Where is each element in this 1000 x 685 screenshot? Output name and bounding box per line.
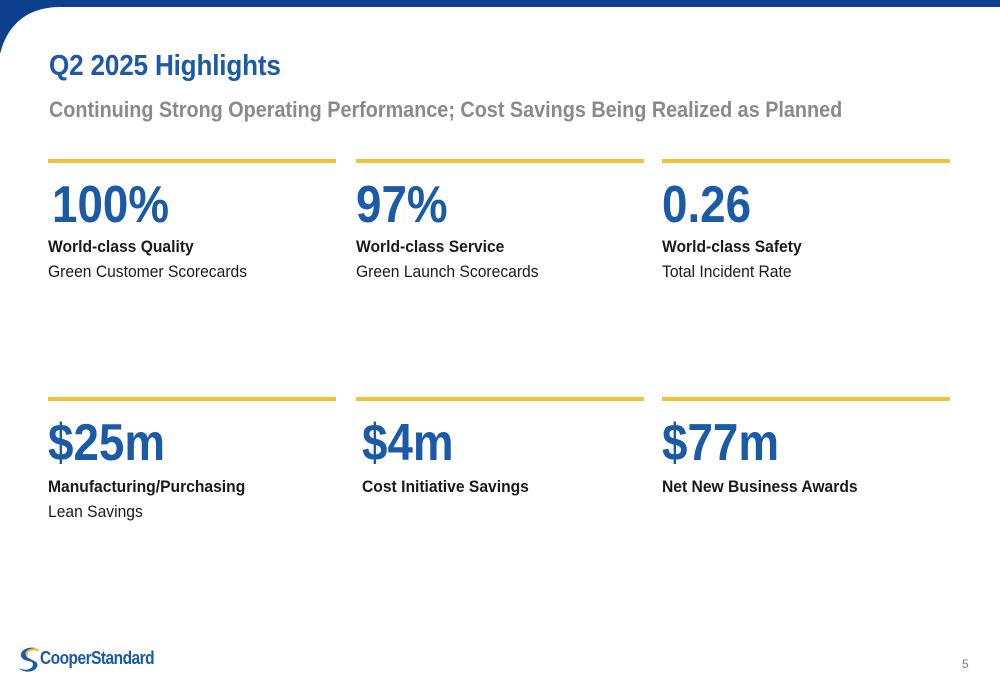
- metric-label: Net New Business Awards: [662, 477, 858, 496]
- metric-divider: [356, 159, 644, 163]
- page-subtitle: Continuing Strong Operating Performance;…: [49, 97, 843, 122]
- metric-label: World-class Quality: [48, 237, 194, 256]
- metric-divider: [662, 397, 950, 401]
- metric-value: 97%: [356, 176, 448, 234]
- metric-value: $4m: [362, 414, 454, 472]
- metric-value: $25m: [48, 414, 166, 472]
- metric-label: Cost Initiative Savings: [362, 477, 529, 496]
- swoosh-icon: [19, 647, 40, 672]
- page-title: Q2 2025 Highlights: [49, 50, 281, 82]
- metric-divider: [662, 159, 950, 163]
- metric-label: World-class Safety: [662, 237, 802, 256]
- metric-divider: [48, 397, 336, 401]
- metric-divider: [356, 397, 644, 401]
- metric-value: 100%: [52, 176, 170, 234]
- metric-description: Green Customer Scorecards: [48, 262, 248, 281]
- top-band-decoration: [0, 0, 1000, 54]
- page-number: 5: [962, 657, 969, 671]
- logo-wordmark: CooperStandard: [40, 648, 155, 668]
- metric-value: 0.26: [662, 176, 752, 234]
- metric-description: Lean Savings: [48, 502, 143, 521]
- metric-label: World-class Service: [356, 237, 505, 256]
- metric-label: Manufacturing/Purchasing: [48, 477, 246, 496]
- metric-description: Green Launch Scorecards: [356, 262, 539, 281]
- cooper-standard-logo: CooperStandard: [16, 644, 156, 674]
- metric-divider: [48, 159, 336, 163]
- metric-description: Total Incident Rate: [662, 262, 792, 281]
- metric-value: $77m: [662, 414, 780, 472]
